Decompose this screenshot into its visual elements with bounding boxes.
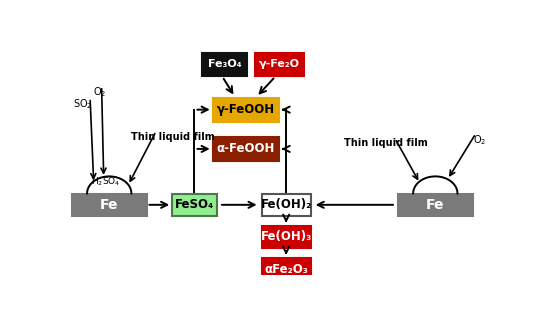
FancyBboxPatch shape (213, 98, 279, 121)
Text: O$_2$: O$_2$ (93, 85, 106, 99)
Text: Fe₃O₄: Fe₃O₄ (207, 59, 241, 70)
FancyBboxPatch shape (398, 193, 472, 216)
FancyBboxPatch shape (262, 258, 311, 280)
Text: γ-Fe₂O: γ-Fe₂O (259, 59, 300, 70)
Text: O$_2$: O$_2$ (474, 134, 487, 147)
FancyBboxPatch shape (255, 53, 304, 76)
Text: H$_2$SO$_4$: H$_2$SO$_4$ (91, 176, 120, 188)
Text: γ-FeOOH: γ-FeOOH (217, 103, 274, 116)
FancyBboxPatch shape (172, 193, 217, 216)
Text: Fe: Fe (426, 198, 444, 212)
Text: α-FeOOH: α-FeOOH (217, 142, 275, 155)
Text: αFe₂O₃: αFe₂O₃ (264, 263, 308, 276)
Text: Fe: Fe (100, 198, 118, 212)
Text: Fe(OH)₂: Fe(OH)₂ (261, 198, 312, 211)
FancyBboxPatch shape (72, 193, 146, 216)
FancyBboxPatch shape (202, 53, 247, 76)
FancyBboxPatch shape (262, 226, 311, 248)
Text: FeSO₄: FeSO₄ (175, 198, 214, 211)
FancyBboxPatch shape (262, 193, 311, 216)
Text: Thin liquid film: Thin liquid film (344, 138, 428, 148)
Text: SO$_2$: SO$_2$ (73, 97, 92, 111)
FancyBboxPatch shape (213, 137, 279, 161)
Text: Fe(OH)₃: Fe(OH)₃ (261, 231, 312, 243)
Text: Thin liquid film: Thin liquid film (131, 132, 215, 142)
